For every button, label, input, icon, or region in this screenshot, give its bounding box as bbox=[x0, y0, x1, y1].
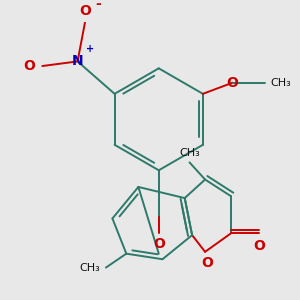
Text: O: O bbox=[253, 239, 265, 253]
Text: O: O bbox=[226, 76, 238, 90]
Text: +: + bbox=[85, 44, 94, 54]
Text: O: O bbox=[201, 256, 213, 270]
Text: O: O bbox=[23, 59, 35, 73]
Text: -: - bbox=[95, 0, 101, 11]
Text: O: O bbox=[153, 237, 165, 251]
Text: N: N bbox=[72, 54, 83, 68]
Text: CH₃: CH₃ bbox=[79, 262, 100, 273]
Text: CH₃: CH₃ bbox=[179, 148, 200, 158]
Text: O: O bbox=[79, 4, 91, 18]
Text: CH₃: CH₃ bbox=[270, 78, 291, 88]
